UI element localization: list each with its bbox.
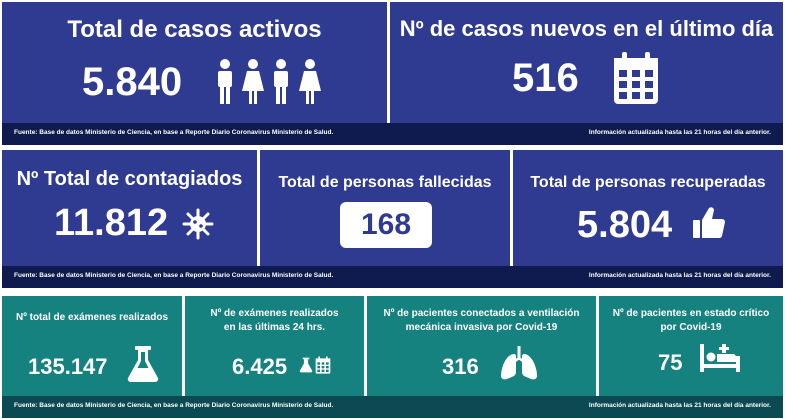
recovered-value: 5.804	[577, 204, 673, 246]
total-infected-value: 11.812	[54, 202, 169, 244]
row3-divider-3	[596, 296, 599, 396]
virus-icon	[182, 208, 214, 240]
active-cases-value: 5.840	[82, 60, 183, 104]
lungs-icon	[499, 346, 539, 380]
row3-update-text: Información actualizada hasta las 21 hor…	[588, 402, 771, 409]
contagion-band: Nº Total de contagiados 11.812 Total de …	[2, 150, 783, 288]
exams-total-title: Nº total de exámenes realizados	[15, 312, 169, 323]
total-infected-title: Nº Total de contagiados	[16, 168, 243, 190]
row1-divider	[387, 2, 390, 123]
row1-update-text: Información actualizada hasta las 21 hor…	[588, 129, 771, 136]
row3-divider-1	[182, 296, 185, 396]
deaths-value: 168	[360, 208, 412, 241]
row2-update-text: Información actualizada hasta las 21 hor…	[588, 272, 771, 279]
row3-divider-2	[364, 296, 367, 396]
row2-source-text: Fuente: Base de datos Ministerio de Cien…	[14, 272, 334, 279]
hospital-bed-icon	[700, 344, 740, 372]
ventilation-value: 316	[442, 354, 479, 379]
row1-source-text: Fuente: Base de datos Ministerio de Cien…	[14, 129, 334, 136]
active-cases-title: Total de casos activos	[67, 16, 322, 43]
thumbs-up-icon	[692, 206, 726, 240]
row3-source-text: Fuente: Base de datos Ministerio de Cien…	[14, 402, 334, 409]
row1-footer: Fuente: Base de datos Ministerio de Cien…	[2, 123, 783, 145]
row2-divider-2	[510, 150, 513, 266]
exams-24h-title-line1: Nº de exámenes realizados	[210, 308, 339, 319]
exams-24h-value: 6.425	[232, 354, 288, 379]
row3-footer: Fuente: Base de datos Ministerio de Cien…	[2, 396, 783, 418]
calendar-icon	[315, 356, 331, 374]
critical-value: 75	[658, 350, 683, 375]
critical-title-line2: por Covid-19	[660, 322, 722, 333]
exams-band: Nº total de exámenes realizados 135.147 …	[2, 296, 783, 418]
new-cases-value: 516	[512, 56, 579, 100]
row2-footer: Fuente: Base de datos Ministerio de Cien…	[2, 266, 783, 288]
ventilation-title-line2: mecánica invasiva por Covid-19	[405, 322, 558, 333]
exams-24h-title-line2: en las últimas 24 hrs.	[223, 322, 326, 333]
ventilation-title-line1: Nº de pacientes conectados a ventilación	[383, 308, 580, 319]
exams-total-value: 135.147	[28, 354, 108, 379]
flask-icon	[299, 356, 313, 374]
row2-divider-1	[257, 150, 260, 266]
new-cases-title: Nº de casos nuevos en el último día	[399, 16, 774, 41]
flask-icon	[126, 346, 160, 382]
critical-title-line1: Nº de pacientes en estado crítico	[612, 308, 770, 319]
people-icon	[214, 58, 324, 106]
deaths-title: Total de personas fallecidas	[278, 174, 492, 191]
calendar-icon	[612, 52, 660, 104]
active-cases-band: Total de casos activos 5.840	[2, 2, 783, 145]
deaths-value-box: 168	[340, 202, 432, 248]
recovered-title: Total de personas recuperadas	[530, 174, 766, 191]
